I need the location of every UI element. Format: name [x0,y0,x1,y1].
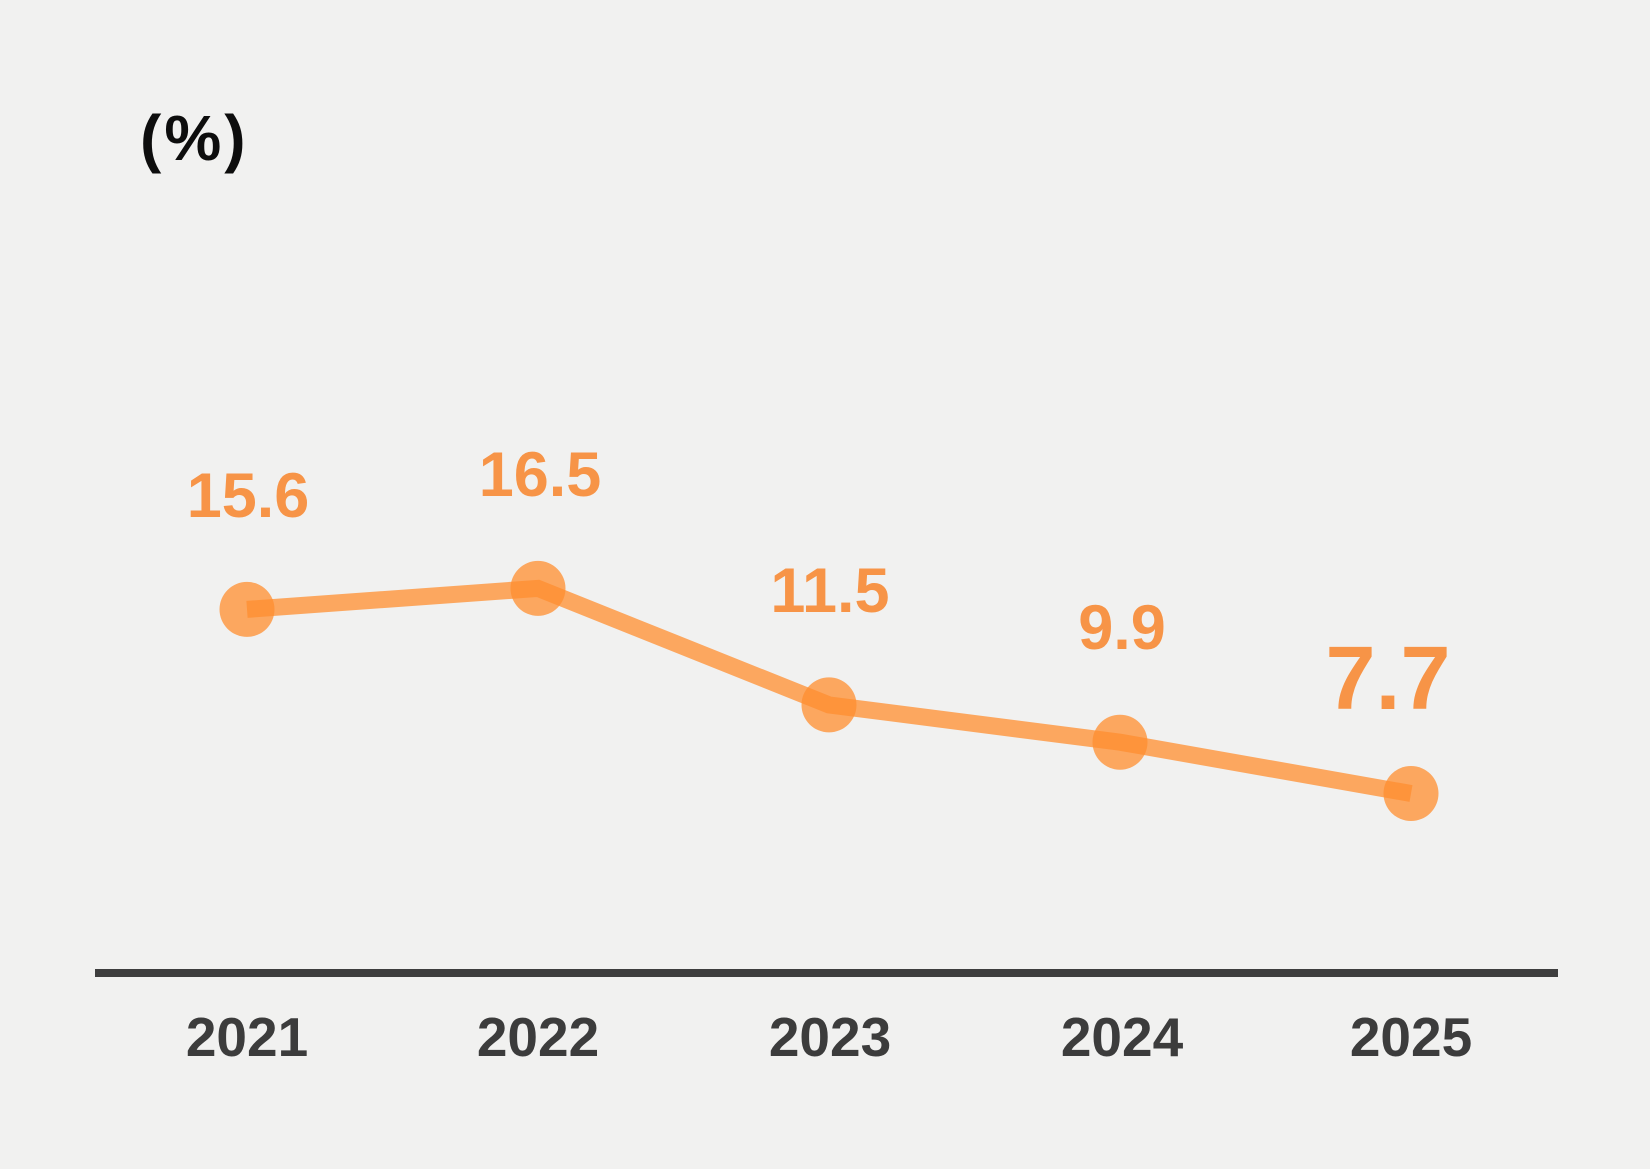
x-tick-2025: 2025 [1349,1006,1473,1068]
data-point-2024 [1092,714,1148,770]
x-tick-2024: 2024 [1060,1006,1184,1068]
value-label-2021: 15.6 [186,461,310,531]
x-tick-2023: 2023 [768,1006,892,1068]
value-label-2025: 7.7 [1325,629,1451,729]
value-label-2024: 9.9 [1078,593,1166,663]
x-tick-2022: 2022 [476,1006,600,1068]
data-point-2023 [801,677,857,733]
x-tick-2021: 2021 [185,1006,309,1068]
value-label-2022: 16.5 [478,440,602,510]
data-points [219,560,1439,821]
data-point-2021 [219,581,275,637]
value-label-2023: 11.5 [770,556,890,626]
data-point-2025 [1383,766,1439,821]
y-axis-unit-label: (%) [140,102,249,174]
x-axis-line [95,969,1558,977]
data-point-2022 [510,560,566,616]
